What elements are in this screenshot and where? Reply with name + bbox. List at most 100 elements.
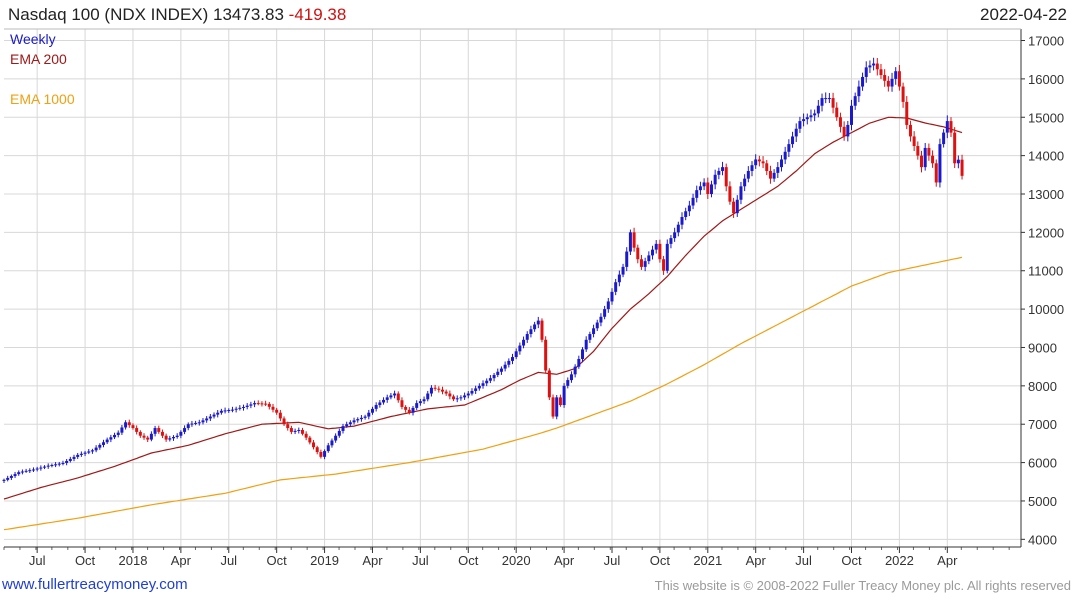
candle-body <box>234 408 238 410</box>
candle-body <box>326 445 330 452</box>
candle-body <box>595 322 599 329</box>
candle-body <box>569 374 573 381</box>
candle-body <box>109 437 113 440</box>
candle-body <box>721 167 725 171</box>
candle-body <box>857 86 861 97</box>
ema1000-layer <box>3 256 963 531</box>
candle-body <box>308 437 312 443</box>
candle-body <box>31 469 35 471</box>
candle-body <box>956 159 960 164</box>
legend-ema200: EMA 200 <box>10 51 67 67</box>
candle-body <box>212 414 216 417</box>
candle-body <box>757 159 761 162</box>
candle-body <box>927 147 931 156</box>
candle-body <box>179 431 183 436</box>
candle-body <box>297 429 301 431</box>
candle-body <box>98 444 102 448</box>
candle-body <box>120 427 124 433</box>
candle-body <box>838 117 842 127</box>
candle-body <box>813 113 817 116</box>
candle-body <box>219 410 223 413</box>
candle-body <box>168 438 172 440</box>
candle-body <box>83 452 87 454</box>
candle-body <box>146 437 150 440</box>
x-tick-label: 2018 <box>119 553 148 568</box>
candle-body <box>547 370 551 398</box>
candle-body <box>908 124 912 137</box>
candle-body <box>529 329 533 335</box>
candle-body <box>824 98 828 100</box>
candle-body <box>577 358 581 367</box>
x-tick-label: Oct <box>458 553 479 568</box>
candle-body <box>157 428 161 432</box>
candle-body <box>65 460 69 463</box>
candle-body <box>864 67 868 77</box>
candle-body <box>868 65 872 68</box>
candle-body <box>227 410 231 412</box>
candle-body <box>739 186 743 200</box>
x-tick-label: Apr <box>554 553 575 568</box>
candle-body <box>267 403 271 407</box>
y-tick-label: 7000 <box>1028 417 1057 432</box>
candle-body <box>861 76 865 87</box>
candle-body <box>787 144 791 152</box>
site-link[interactable]: www.fullertreacymoney.com <box>2 576 188 593</box>
x-tick-label: Oct <box>650 553 671 568</box>
candle-body <box>90 450 94 452</box>
candle-body <box>477 385 481 389</box>
candle-body <box>242 406 246 408</box>
candle-body <box>164 435 168 440</box>
y-tick-label: 15000 <box>1028 110 1064 125</box>
candle-body <box>750 165 754 171</box>
candle-body <box>735 199 739 214</box>
candle-body <box>138 431 142 436</box>
candle-body <box>113 434 117 438</box>
candle-body <box>407 409 411 413</box>
candle-body <box>920 155 924 168</box>
candle-body <box>87 451 91 453</box>
candle-body <box>536 320 540 325</box>
candle-body <box>54 464 58 466</box>
y-tick-label: 5000 <box>1028 494 1057 509</box>
x-tick-label: Apr <box>362 553 383 568</box>
candle-body <box>363 416 367 418</box>
candle-body <box>245 405 249 407</box>
candle-body <box>942 132 946 145</box>
candle-body <box>9 476 13 478</box>
candle-body <box>433 387 437 389</box>
legend-weekly: Weekly <box>10 31 56 47</box>
candle-body <box>897 71 901 87</box>
candle-body <box>230 409 234 411</box>
candle-body <box>544 339 548 371</box>
grid-lines <box>4 29 1021 547</box>
candle-body <box>455 398 459 400</box>
candle-body <box>28 470 32 472</box>
candle-body <box>606 301 610 310</box>
candle-body <box>496 371 500 375</box>
candle-body <box>393 393 397 396</box>
candle-body <box>835 107 839 118</box>
candle-body <box>275 409 279 413</box>
candle-body <box>831 98 835 108</box>
candle-body <box>205 418 209 421</box>
candle-body <box>588 334 592 340</box>
candle-body <box>79 453 83 455</box>
candle-body <box>208 416 212 419</box>
candle-body <box>282 418 286 425</box>
y-tick-label: 9000 <box>1028 340 1057 355</box>
candle-body <box>879 69 883 76</box>
candle-body <box>334 435 338 441</box>
candle-body <box>352 420 356 423</box>
candle-body <box>492 374 496 379</box>
candle-body <box>17 472 21 475</box>
candle-body <box>422 399 426 402</box>
candle-body <box>20 471 24 473</box>
candle-body <box>293 430 297 432</box>
candle-body <box>846 124 850 137</box>
candle-body <box>385 397 389 400</box>
candle-body <box>124 422 128 428</box>
y-tick-label: 13000 <box>1028 187 1064 202</box>
candle-body <box>183 428 187 432</box>
candle-body <box>43 466 47 468</box>
candle-body <box>905 101 909 125</box>
